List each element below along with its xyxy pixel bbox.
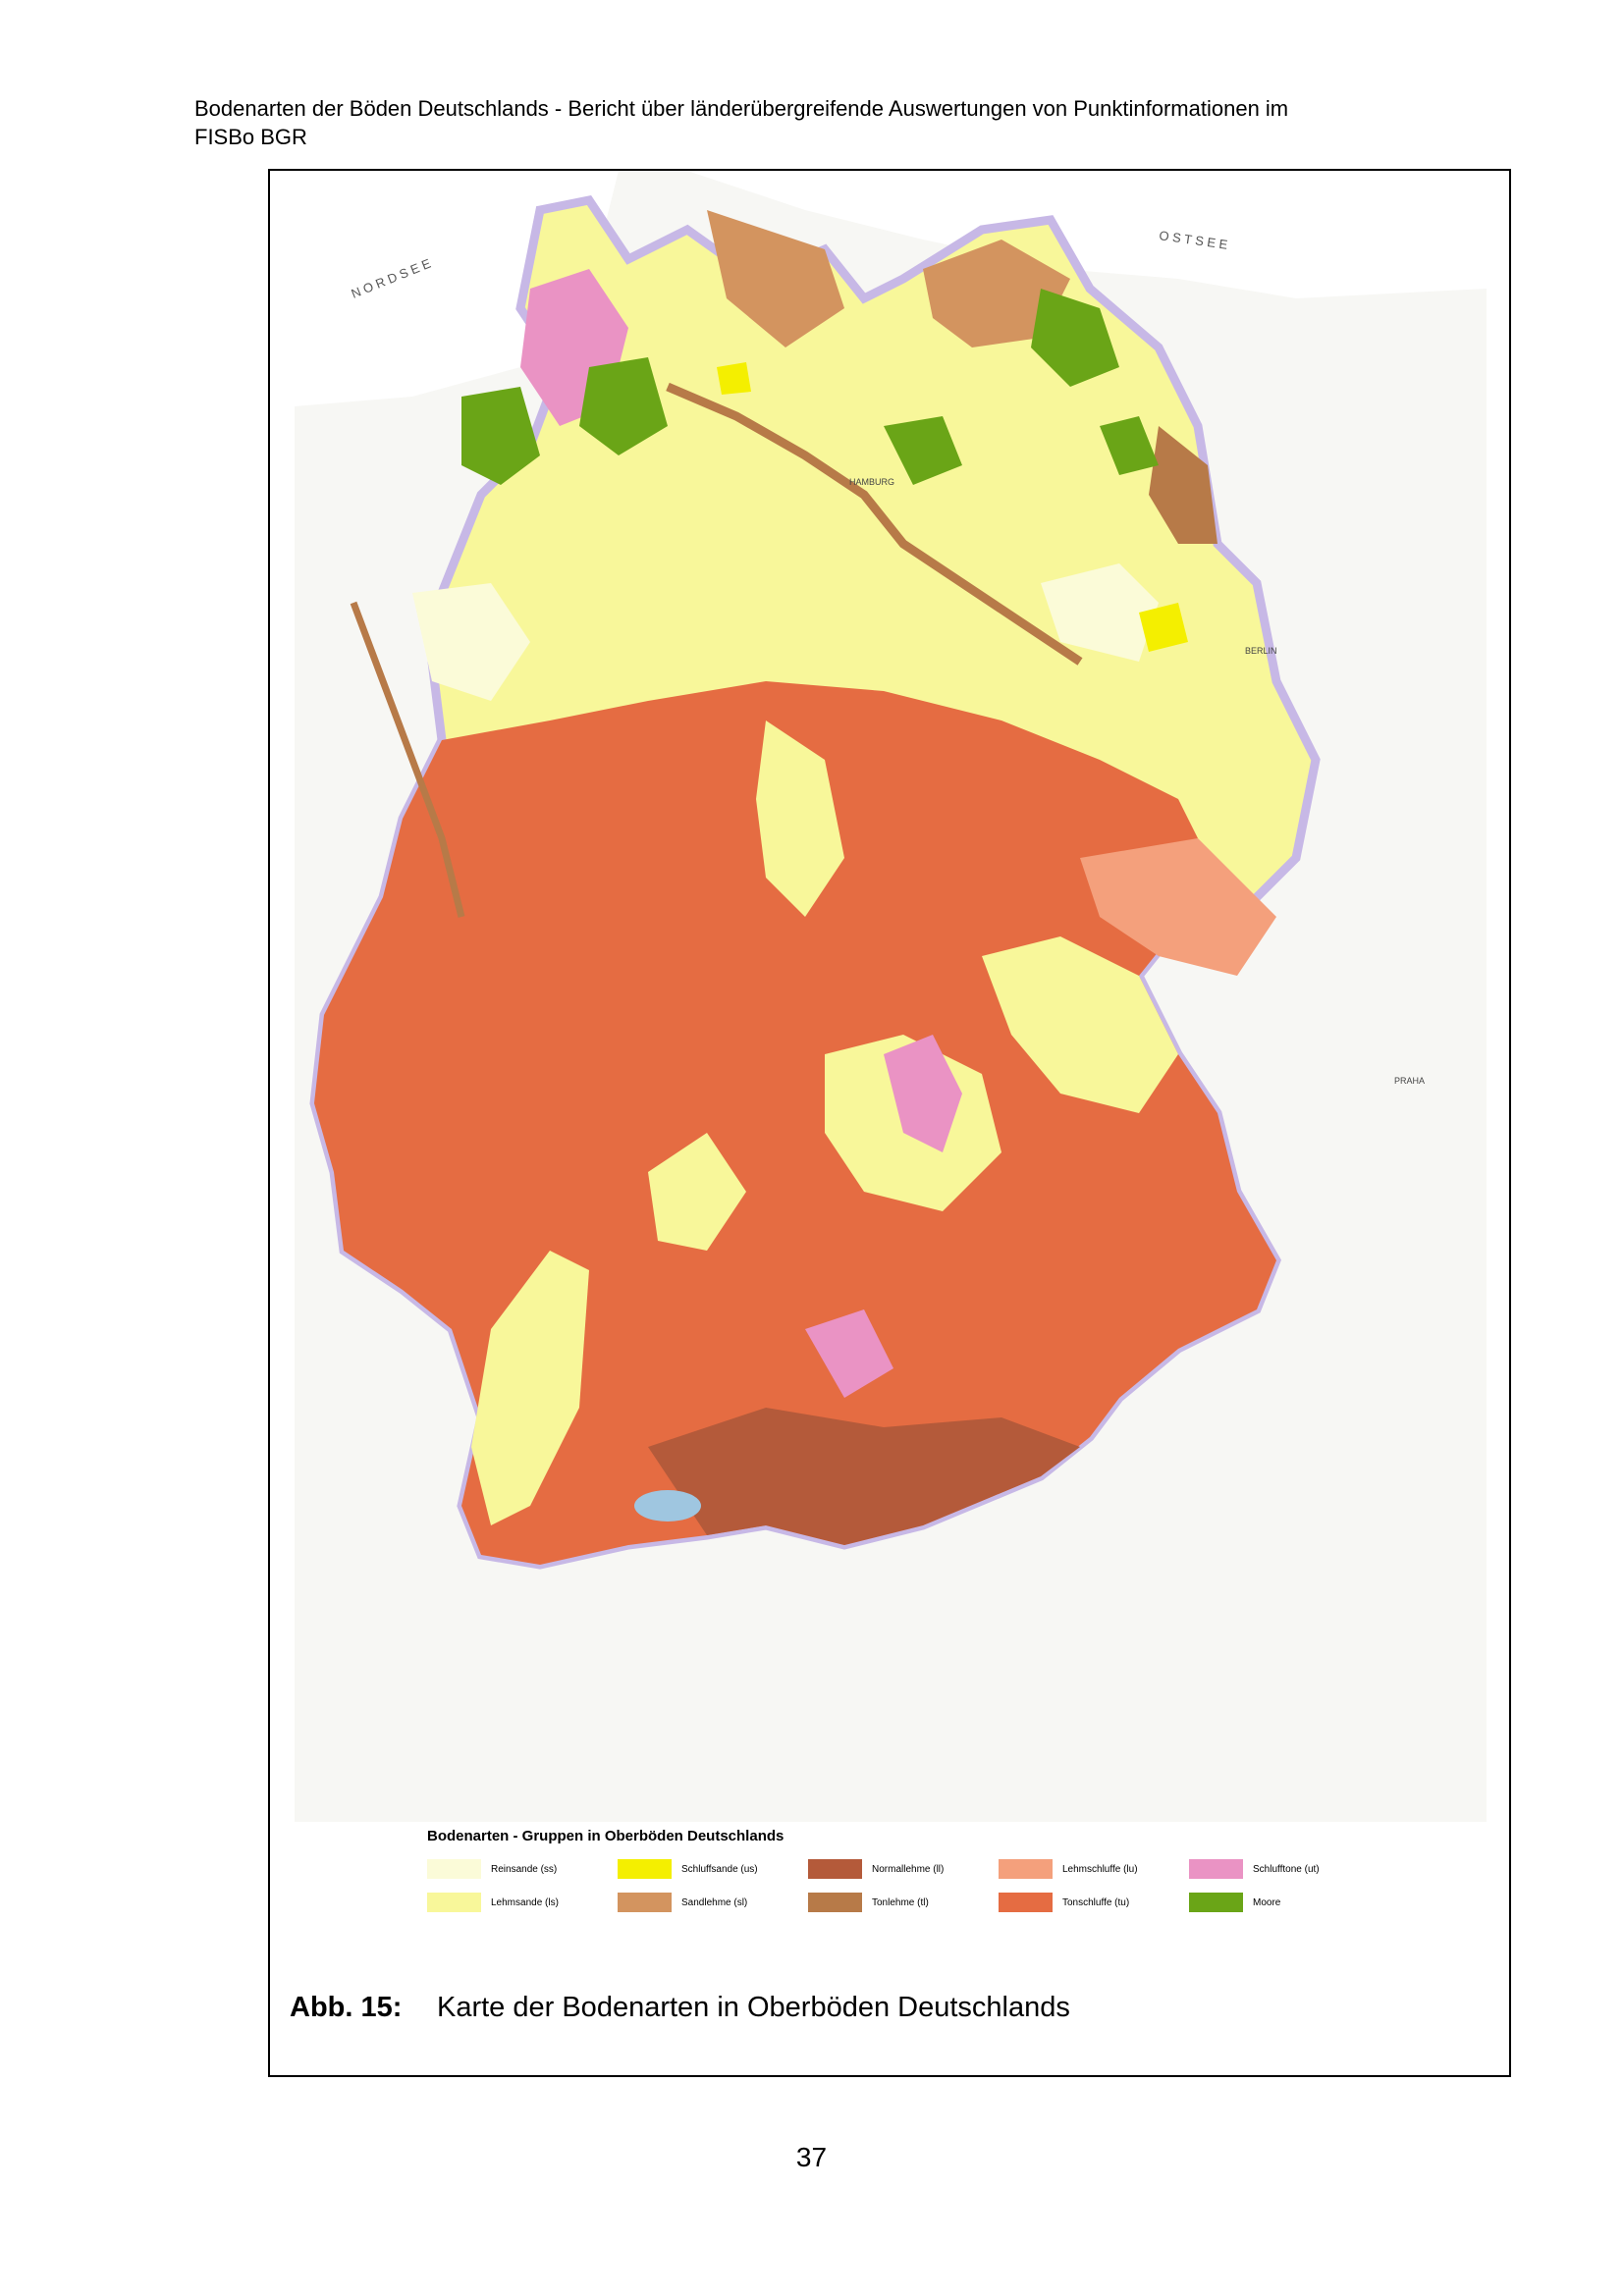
region-lehmsande-rhein (471, 1251, 589, 1525)
figure-number: Abb. 15: (290, 1992, 403, 2023)
header-line-1: Bodenarten der Böden Deutschlands - Beri… (194, 96, 1289, 121)
header-line-2: FISBo BGR (194, 125, 307, 149)
map-legend: Bodenarten - Gruppen in Oberböden Deutsc… (427, 1828, 1429, 1955)
region-moore-vorpommern (1031, 289, 1119, 387)
region-normallehme-alpenvorland (648, 1408, 1080, 1545)
legend-item: Tonlehme (tl) (808, 1892, 995, 1913)
legend-item: Lehmschluffe (lu) (999, 1858, 1185, 1880)
legend-label: Normallehme (ll) (872, 1863, 945, 1875)
region-reinsande-brandenburg (1041, 563, 1159, 662)
legend-item: Lehmsande (ls) (427, 1892, 614, 1913)
region-moore-uckermark (1100, 416, 1159, 475)
legend-swatch (427, 1859, 481, 1879)
soil-map: N O R D S E E O S T S E E HAMBURG BERLIN… (295, 171, 1487, 1822)
region-lehmsande-bayern-north (982, 936, 1178, 1113)
region-lehmschluffe-east (1080, 838, 1276, 976)
label-praha: PRAHA (1394, 1076, 1425, 1086)
region-moore-ostfriesland (461, 387, 540, 485)
legend-label: Tonschluffe (tu) (1062, 1896, 1130, 1908)
region-reinsande-west (412, 583, 530, 701)
baltic-sea (687, 171, 1487, 298)
region-schluffsande-mecklenburg (717, 362, 751, 395)
legend-swatch (618, 1859, 672, 1879)
region-moore-bremen (579, 357, 668, 455)
legend-item: Normallehme (ll) (808, 1858, 995, 1880)
page-header: Bodenarten der Böden Deutschlands - Beri… (194, 94, 1471, 151)
legend-item: Reinsande (ss) (427, 1858, 614, 1880)
legend-swatch (808, 1859, 862, 1879)
legend-swatch (427, 1893, 481, 1912)
legend-label: Reinsande (ss) (491, 1863, 558, 1875)
legend-item: Schlufftone (ut) (1189, 1858, 1376, 1880)
legend-label: Tonlehme (tl) (872, 1896, 929, 1908)
legend-swatch (618, 1893, 672, 1912)
legend-label: Schlufftone (ut) (1253, 1863, 1320, 1875)
figure-title: Karte der Bodenarten in Oberböden Deutsc… (437, 1992, 1070, 2023)
legend-label: Schluffsande (us) (681, 1863, 758, 1875)
legend-item: Moore (1189, 1892, 1376, 1913)
lake-bodensee (634, 1490, 701, 1522)
legend-label: Lehmschluffe (lu) (1062, 1863, 1138, 1875)
figure-caption: Abb. 15: Karte der Bodenarten in Oberböde… (290, 1992, 1070, 2024)
river-valley-rhein (350, 601, 465, 918)
region-tonlehme-oder (1149, 426, 1217, 544)
legend-item: Sandlehme (sl) (618, 1892, 804, 1913)
region-sandlehme-mecklenburg (923, 240, 1070, 347)
legend-item: Schluffsande (us) (618, 1858, 804, 1880)
region-schlufftone-2 (805, 1309, 893, 1398)
label-hamburg: HAMBURG (849, 477, 894, 487)
legend-swatch (808, 1893, 862, 1912)
river-valley-elbe (666, 382, 1083, 666)
legend-title: Bodenarten - Gruppen in Oberböden Deutsc… (427, 1828, 784, 1844)
legend-label: Moore (1253, 1896, 1281, 1908)
legend-label: Lehmsande (ls) (491, 1896, 559, 1908)
legend-swatch (1189, 1859, 1243, 1879)
soil-map-svg: N O R D S E E O S T S E E HAMBURG BERLIN… (295, 171, 1487, 1822)
region-schluffsande-lausitz (1139, 603, 1188, 652)
legend-swatch (999, 1859, 1053, 1879)
region-sandlehme-schleswig (707, 210, 844, 347)
label-berlin: BERLIN (1245, 646, 1277, 656)
region-moore-altmark (884, 416, 962, 485)
figure-frame: N O R D S E E O S T S E E HAMBURG BERLIN… (268, 169, 1511, 2077)
page-number: 37 (795, 2142, 828, 2172)
region-lehmsande-neckar (648, 1133, 746, 1251)
legend-swatch (999, 1893, 1053, 1912)
legend-item: Tonschluffe (tu) (999, 1892, 1185, 1913)
legend-swatch (1189, 1893, 1243, 1912)
legend-label: Sandlehme (sl) (681, 1896, 748, 1908)
region-lehmsande-hessen (756, 721, 844, 917)
legend-grid: Reinsande (ss) Schluffsande (us) Normall… (427, 1858, 1429, 1913)
region-schlufftone-1 (884, 1035, 962, 1152)
